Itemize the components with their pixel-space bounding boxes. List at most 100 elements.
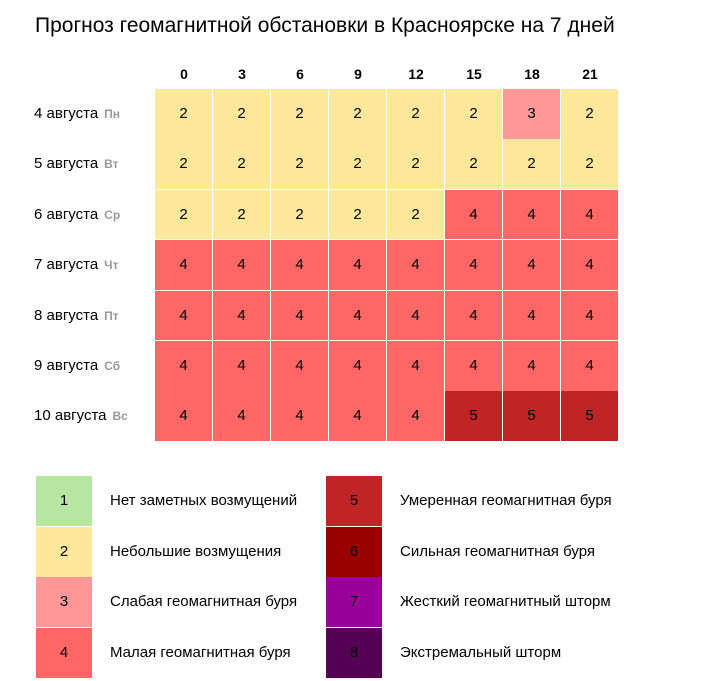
row-label: 5 августа Вт: [34, 139, 119, 189]
heatmap-cell: 4: [387, 240, 445, 291]
heatmap-cell: 4: [213, 290, 271, 342]
heatmap-cell: 4: [503, 240, 561, 291]
heatmap-cell: 4: [387, 341, 445, 392]
heatmap-cell: 4: [213, 391, 271, 442]
legend-label: Малая геомагнитная буря: [110, 643, 291, 661]
date-label: 4 августа: [34, 105, 99, 122]
heatmap-cell: 4: [503, 341, 561, 392]
heatmap-cell: 2: [213, 139, 271, 190]
column-header: 15: [466, 66, 482, 82]
heatmap-cell: 4: [387, 391, 445, 442]
heatmap-cell: 4: [271, 290, 329, 342]
legend-swatch: 4: [36, 627, 92, 679]
heatmap-cell: 2: [561, 89, 619, 140]
legend-label: Умеренная геомагнитная буря: [400, 492, 612, 509]
heatmap-cell: 4: [445, 290, 503, 342]
row-label: 4 августа Пн: [34, 89, 120, 139]
heatmap-cell: 2: [329, 189, 387, 241]
weekday-label: Чт: [104, 258, 119, 273]
heatmap-cell: 2: [213, 189, 271, 241]
legend-label: Экстремальный шторм: [400, 643, 562, 661]
heatmap-cell: 2: [271, 139, 329, 190]
heatmap-cell: 5: [445, 391, 503, 442]
heatmap-cell: 2: [155, 189, 213, 241]
heatmap-cell: 2: [387, 189, 445, 241]
column-header: 0: [180, 66, 188, 82]
date-label: 6 августа: [34, 205, 99, 223]
column-header: 18: [524, 66, 540, 82]
date-label: 8 августа: [34, 306, 99, 324]
heatmap-cell: 4: [561, 290, 619, 342]
date-label: 10 августа: [34, 407, 107, 425]
heatmap-cell: 4: [445, 189, 503, 241]
date-label: 9 августа: [34, 357, 99, 374]
heatmap-cell: 5: [561, 391, 619, 442]
heatmap-cell: 2: [155, 89, 213, 140]
date-label: 5 августа: [34, 155, 99, 173]
legend-swatch: 8: [326, 627, 382, 679]
weekday-label: Пн: [104, 107, 121, 121]
legend-swatch: 7: [326, 577, 382, 629]
heatmap-cell: 4: [561, 189, 619, 241]
row-label: 8 августа Пт: [34, 291, 119, 341]
column-header: 6: [296, 66, 304, 82]
legend-swatch: 5: [326, 476, 382, 527]
heatmap-cell: 4: [329, 391, 387, 442]
row-label: 6 августа Ср: [34, 190, 120, 240]
heatmap-cell: 4: [503, 290, 561, 342]
row-label: 9 августа Сб: [34, 341, 120, 391]
heatmap-cell: 4: [155, 341, 213, 392]
heatmap-cell: 2: [329, 89, 387, 140]
legend-label: Жесткий геомагнитный шторм: [400, 593, 611, 611]
heatmap-cell: 2: [387, 89, 445, 140]
weekday-label: Сб: [104, 359, 121, 373]
legend-swatch: 6: [326, 526, 382, 578]
legend-swatch: 1: [36, 476, 92, 527]
column-header: 9: [354, 66, 362, 82]
chart-title: Прогноз геомагнитной обстановки в Красно…: [35, 14, 615, 37]
heatmap-cell: 4: [445, 240, 503, 291]
weekday-label: Ср: [104, 207, 121, 222]
heatmap-cell: 2: [271, 189, 329, 241]
legend-label: Сильная геомагнитная буря: [400, 542, 595, 560]
column-header: 12: [408, 66, 424, 82]
heatmap-cell: 4: [561, 240, 619, 291]
heatmap-cell: 4: [155, 391, 213, 442]
heatmap-cell: 4: [329, 290, 387, 342]
heatmap-cell: 4: [271, 391, 329, 442]
heatmap-cell: 4: [445, 341, 503, 392]
heatmap-cell: 4: [213, 240, 271, 291]
weekday-label: Пт: [104, 308, 119, 323]
row-label: 7 августа Чт: [34, 240, 118, 290]
heatmap-cell: 2: [213, 89, 271, 140]
date-label: 7 августа: [34, 256, 99, 274]
heatmap-cell: 2: [271, 89, 329, 140]
heatmap-cell: 2: [445, 89, 503, 140]
heatmap-cell: 4: [329, 240, 387, 291]
heatmap-cell: 2: [445, 139, 503, 190]
heatmap-cell: 4: [561, 341, 619, 392]
heatmap-cell: 4: [387, 290, 445, 342]
row-label: 10 августа Вс: [34, 391, 128, 441]
column-header: 21: [582, 66, 598, 82]
heatmap-cell: 4: [271, 341, 329, 392]
column-header: 3: [238, 66, 246, 82]
weekday-label: Вс: [112, 409, 128, 424]
heatmap-cell: 4: [155, 240, 213, 291]
legend-swatch: 3: [36, 577, 92, 629]
heatmap-cell: 4: [155, 290, 213, 342]
heatmap-cell: 4: [213, 341, 271, 392]
heatmap-cell: 2: [155, 139, 213, 190]
heatmap-cell: 4: [271, 240, 329, 291]
heatmap-cell: 4: [329, 341, 387, 392]
heatmap-cell: 5: [503, 391, 561, 442]
legend-label: Слабая геомагнитная буря: [110, 593, 298, 611]
legend-label: Нет заметных возмущений: [110, 492, 298, 509]
legend-label: Небольшие возмущения: [110, 542, 282, 560]
heatmap-cell: 2: [387, 139, 445, 190]
weekday-label: Вт: [104, 157, 119, 172]
legend-swatch: 2: [36, 526, 92, 578]
heatmap-cell: 2: [561, 139, 619, 190]
heatmap-cell: 2: [329, 139, 387, 190]
heatmap-cell: 3: [503, 89, 561, 140]
